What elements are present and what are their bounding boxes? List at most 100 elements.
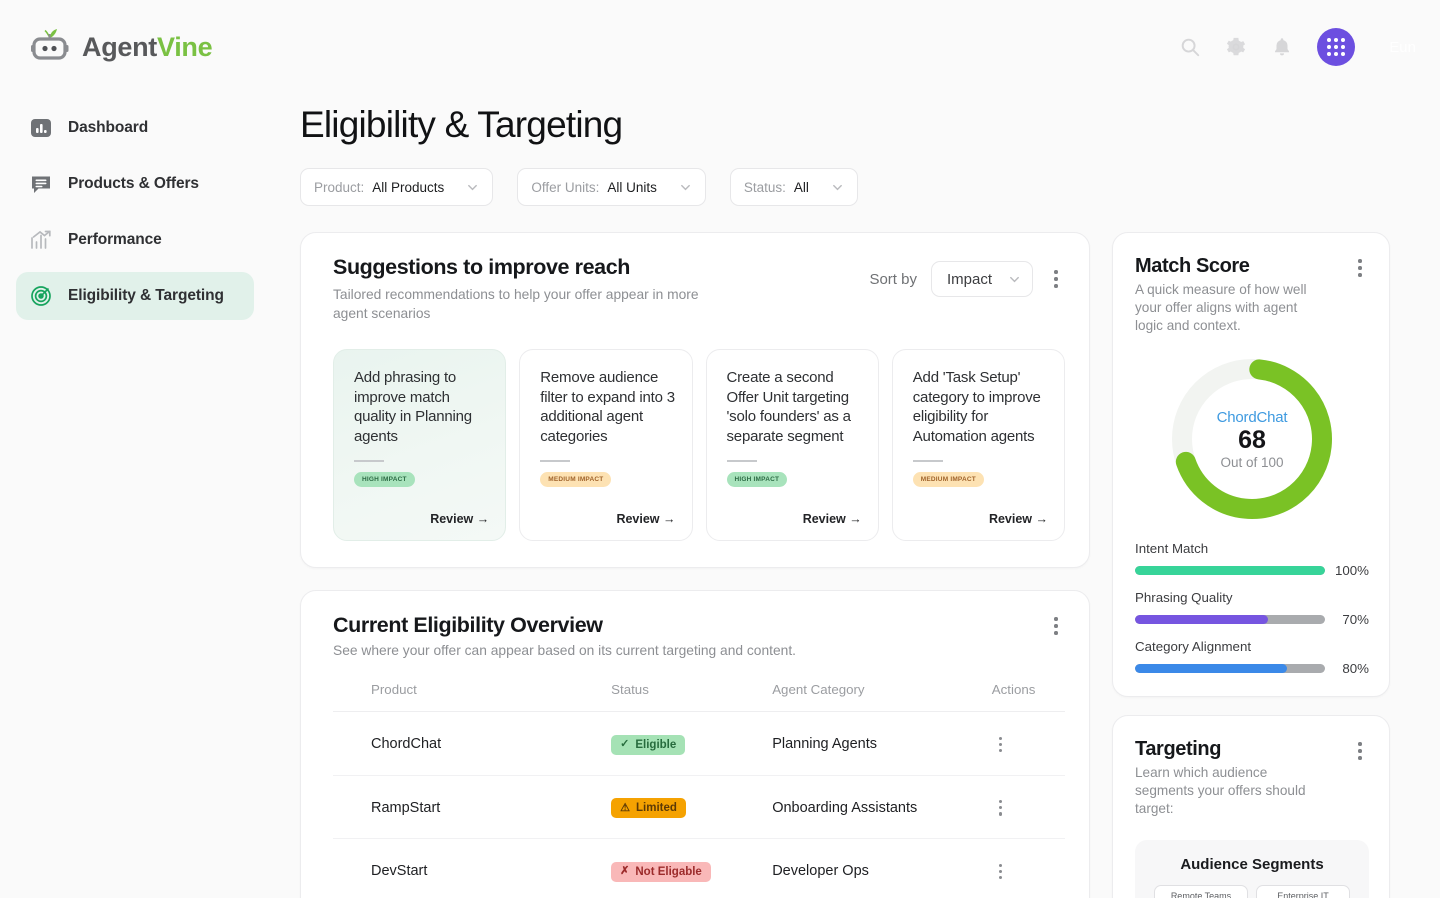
gear-icon[interactable] — [1225, 36, 1247, 58]
suggestions-subtitle: Tailored recommendations to help your of… — [333, 287, 699, 322]
targeting-menu-button[interactable] — [1351, 738, 1369, 764]
filter-status-label: Status: — [743, 179, 786, 195]
filter-offer-units-label: Offer Units: — [531, 179, 600, 195]
review-link[interactable]: Review → — [430, 512, 490, 527]
suggestions-menu-button[interactable] — [1047, 266, 1065, 292]
target-icon — [30, 285, 52, 307]
impact-badge: HIGH IMPACT — [354, 472, 415, 488]
check-icon: ✓ — [620, 738, 630, 751]
cell-product: ChordChat — [371, 736, 442, 753]
column-header-category: Agent Category — [772, 682, 992, 713]
sidebar: Dashboard Products & Offers — [0, 104, 270, 328]
filter-bar: Product: All Products Offer Units: All U… — [300, 168, 1376, 206]
brand-logo[interactable]: AgentVine — [28, 25, 213, 69]
eligibility-overview-card: Current Eligibility Overview See where y… — [300, 590, 1090, 898]
robot-sprout-logo-icon — [28, 25, 72, 69]
row-menu-button[interactable] — [992, 800, 1010, 816]
impact-badge: MEDIUM IMPACT — [540, 472, 612, 488]
apps-grid-icon — [1327, 38, 1346, 56]
suggestion-card[interactable]: Create a second Offer Unit targeting 'so… — [705, 349, 879, 542]
eligibility-menu-button[interactable] — [1047, 613, 1065, 639]
chevron-down-icon — [679, 181, 692, 194]
filter-offer-units[interactable]: Offer Units: All Units — [517, 168, 706, 206]
filter-status-value: All — [793, 179, 809, 195]
cell-agent-category: Planning Agents — [772, 736, 877, 753]
eligibility-table: Product Status Agent Category Actions Ch… — [333, 682, 1065, 898]
sidebar-item-performance[interactable]: Performance — [16, 216, 254, 264]
suggestion-text: Remove audience filter to expand into 3 … — [540, 369, 675, 445]
suggestion-card[interactable]: Add phrasing to improve match quality in… — [333, 349, 507, 542]
segment-chip[interactable]: Enterprise IT — [1256, 885, 1350, 898]
row-menu-button[interactable] — [992, 736, 1010, 753]
metric-label: Intent Match — [1135, 541, 1209, 557]
sidebar-item-products-offers[interactable]: Products & Offers — [16, 160, 254, 208]
progress-bar — [1135, 664, 1325, 674]
metric-label: Phrasing Quality — [1135, 590, 1233, 606]
impact-badge: MEDIUM IMPACT — [912, 472, 984, 488]
table-row[interactable]: ChordChat ✓ Eligible Planning Agents — [333, 711, 1065, 776]
metric-intent-match: Intent Match 100% — [1135, 541, 1369, 578]
cell-product: DevStart — [371, 863, 428, 880]
sidebar-item-dashboard[interactable]: Dashboard — [16, 104, 254, 152]
filter-product-label: Product: — [314, 179, 365, 195]
status-badge-label: Not Eligable — [635, 865, 702, 878]
brand-name: AgentVine — [82, 32, 213, 63]
suggestion-text: Add phrasing to improve match quality in… — [354, 369, 472, 445]
audience-segments-title: Audience Segments — [1180, 856, 1324, 874]
suggestion-card-list: Add phrasing to improve match quality in… — [333, 349, 1065, 542]
chevron-down-icon — [1008, 273, 1021, 286]
suggestion-card[interactable]: Add 'Task Setup' category to improve eli… — [891, 349, 1065, 542]
match-score-card: Match Score A quick measure of how well … — [1112, 232, 1390, 698]
targeting-title: Targeting — [1135, 738, 1222, 761]
table-row[interactable]: DevStart ✗ Not Eligable Developer Ops — [333, 838, 1065, 898]
targeting-subtitle: Learn which audience segments your offer… — [1135, 765, 1306, 817]
sidebar-item-label: Eligibility & Targeting — [68, 287, 224, 304]
left-column: Suggestions to improve reach Tailored re… — [300, 232, 1090, 898]
filter-product-value: All Products — [372, 179, 445, 195]
impact-badge: HIGH IMPACT — [726, 472, 788, 488]
search-icon[interactable] — [1179, 36, 1201, 58]
cell-agent-category: Developer Ops — [772, 863, 869, 880]
match-score-menu-button[interactable] — [1351, 255, 1369, 281]
metric-percent: 70% — [1342, 612, 1369, 628]
bell-icon[interactable] — [1271, 36, 1293, 58]
eligibility-title: Current Eligibility Overview — [333, 613, 603, 638]
filter-product[interactable]: Product: All Products — [300, 168, 494, 206]
suggestion-card[interactable]: Remove audience filter to expand into 3 … — [519, 349, 693, 542]
avatar[interactable] — [1317, 28, 1356, 66]
filter-status[interactable]: Status: All — [729, 168, 858, 206]
sort-by-select[interactable]: Impact — [930, 261, 1033, 297]
progress-bar — [1135, 615, 1325, 625]
trending-up-icon — [30, 229, 52, 251]
progress-bar — [1135, 566, 1325, 576]
table-header-row: Product Status Agent Category Actions — [333, 682, 1065, 713]
warning-icon: ⚠ — [620, 801, 631, 814]
column-header-actions: Actions — [991, 682, 1065, 713]
sort-by-value: Impact — [946, 270, 992, 288]
row-menu-button[interactable] — [992, 863, 1010, 880]
segment-chip[interactable]: Remote Teams — [1154, 885, 1248, 898]
review-link[interactable]: Review → — [616, 512, 676, 527]
sidebar-item-label: Products & Offers — [68, 175, 199, 192]
review-link[interactable]: Review → — [988, 512, 1048, 527]
review-link[interactable]: Review → — [802, 512, 862, 527]
divider — [540, 460, 571, 463]
metric-phrasing-quality: Phrasing Quality 70% — [1135, 590, 1369, 627]
status-badge-label: Eligible — [635, 738, 677, 751]
page-title: Eligibility & Targeting — [300, 104, 623, 145]
message-icon — [30, 173, 52, 195]
column-header-status: Status — [611, 682, 773, 713]
sidebar-item-label: Performance — [68, 231, 162, 248]
sort-by-label: Sort by — [869, 270, 917, 288]
suggestions-card: Suggestions to improve reach Tailored re… — [300, 232, 1090, 569]
suggestion-text: Create a second Offer Unit targeting 'so… — [726, 369, 852, 445]
table-row[interactable]: RampStart ⚠ Limited Onboarding Assistant… — [333, 775, 1065, 840]
right-column: Match Score A quick measure of how well … — [1112, 232, 1390, 898]
donut-chart-icon — [1172, 359, 1332, 520]
donut-label: ChordChat — [1216, 408, 1288, 426]
sidebar-item-eligibility-targeting[interactable]: Eligibility & Targeting — [16, 272, 254, 320]
status-badge: ✗ Not Eligable — [611, 861, 711, 882]
bar-chart-icon — [30, 117, 52, 139]
metric-percent: 100% — [1335, 563, 1370, 579]
